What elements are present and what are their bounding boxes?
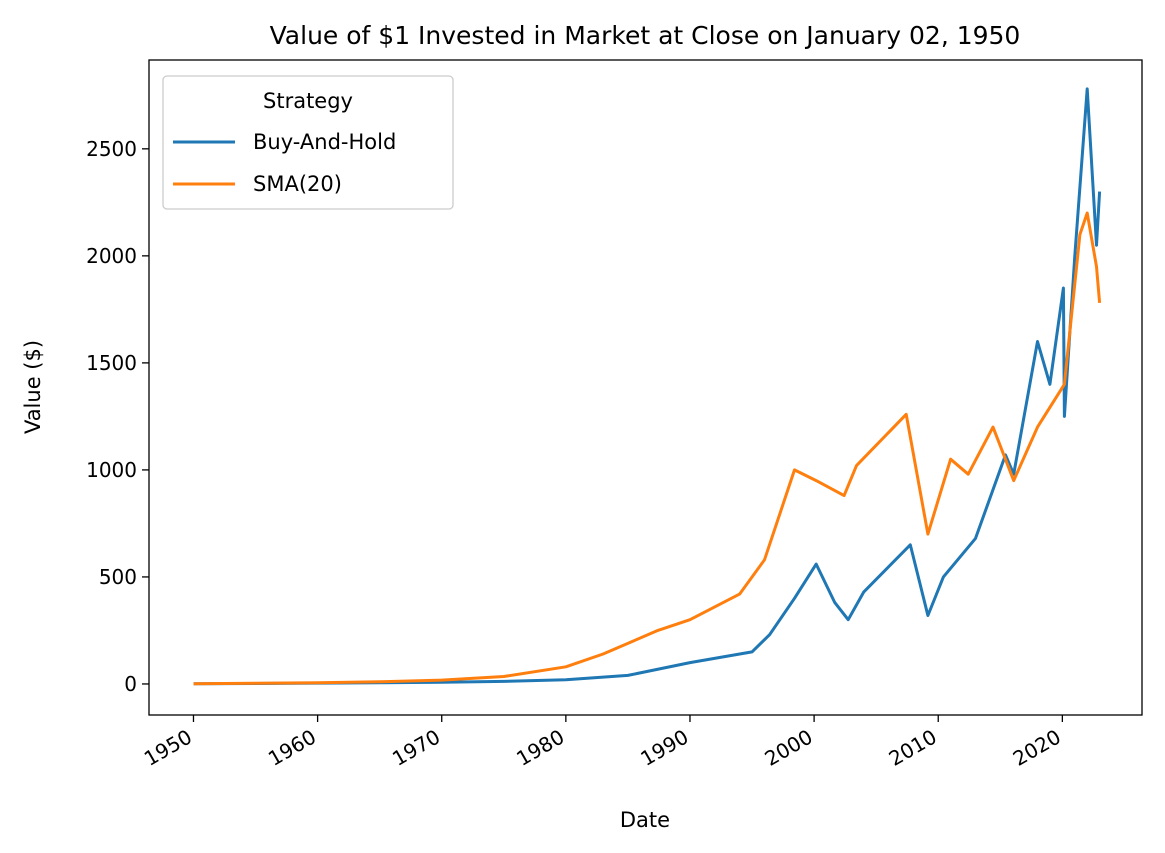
series-layer xyxy=(193,87,1102,686)
y-tick-label: 1000 xyxy=(86,458,137,482)
legend-box xyxy=(162,75,454,210)
chart-title: Value of $1 Invested in Market at Close … xyxy=(270,21,1021,50)
legend-entry-label: Buy-And-Hold xyxy=(253,130,396,154)
series-line-2 xyxy=(193,211,1102,686)
legend: Strategy Buy-And-Hold SMA(20) xyxy=(162,75,454,210)
y-axis-ticks: 0 500 1000 1500 2000 2500 xyxy=(86,137,149,696)
y-tick-label: 2500 xyxy=(86,137,137,161)
plot-area xyxy=(148,59,1143,716)
legend-entry-label: SMA(20) xyxy=(253,172,342,196)
y-axis-label: Value ($) xyxy=(21,340,45,434)
x-tick-label: 1980 xyxy=(512,725,568,771)
y-tick-label: 500 xyxy=(99,565,137,589)
x-tick-label: 1970 xyxy=(388,725,444,771)
x-tick-label: 2020 xyxy=(1009,725,1065,771)
x-tick-label: 2010 xyxy=(885,725,941,771)
y-tick-label: 1500 xyxy=(86,351,137,375)
y-tick-label: 0 xyxy=(124,672,137,696)
x-tick-label: 1990 xyxy=(636,725,692,771)
x-tick-label: 2000 xyxy=(761,725,817,771)
x-axis-ticks: 1950 1960 1970 1980 1990 2000 2010 2020 xyxy=(140,715,1065,771)
x-axis-label: Date xyxy=(620,808,670,832)
legend-items: Buy-And-Hold SMA(20) xyxy=(173,130,396,196)
x-tick-label: 1960 xyxy=(264,725,320,771)
y-tick-label: 2000 xyxy=(86,244,137,268)
legend-title: Strategy xyxy=(263,89,353,113)
series-line-1 xyxy=(193,87,1102,686)
x-tick-label: 1950 xyxy=(140,725,196,771)
